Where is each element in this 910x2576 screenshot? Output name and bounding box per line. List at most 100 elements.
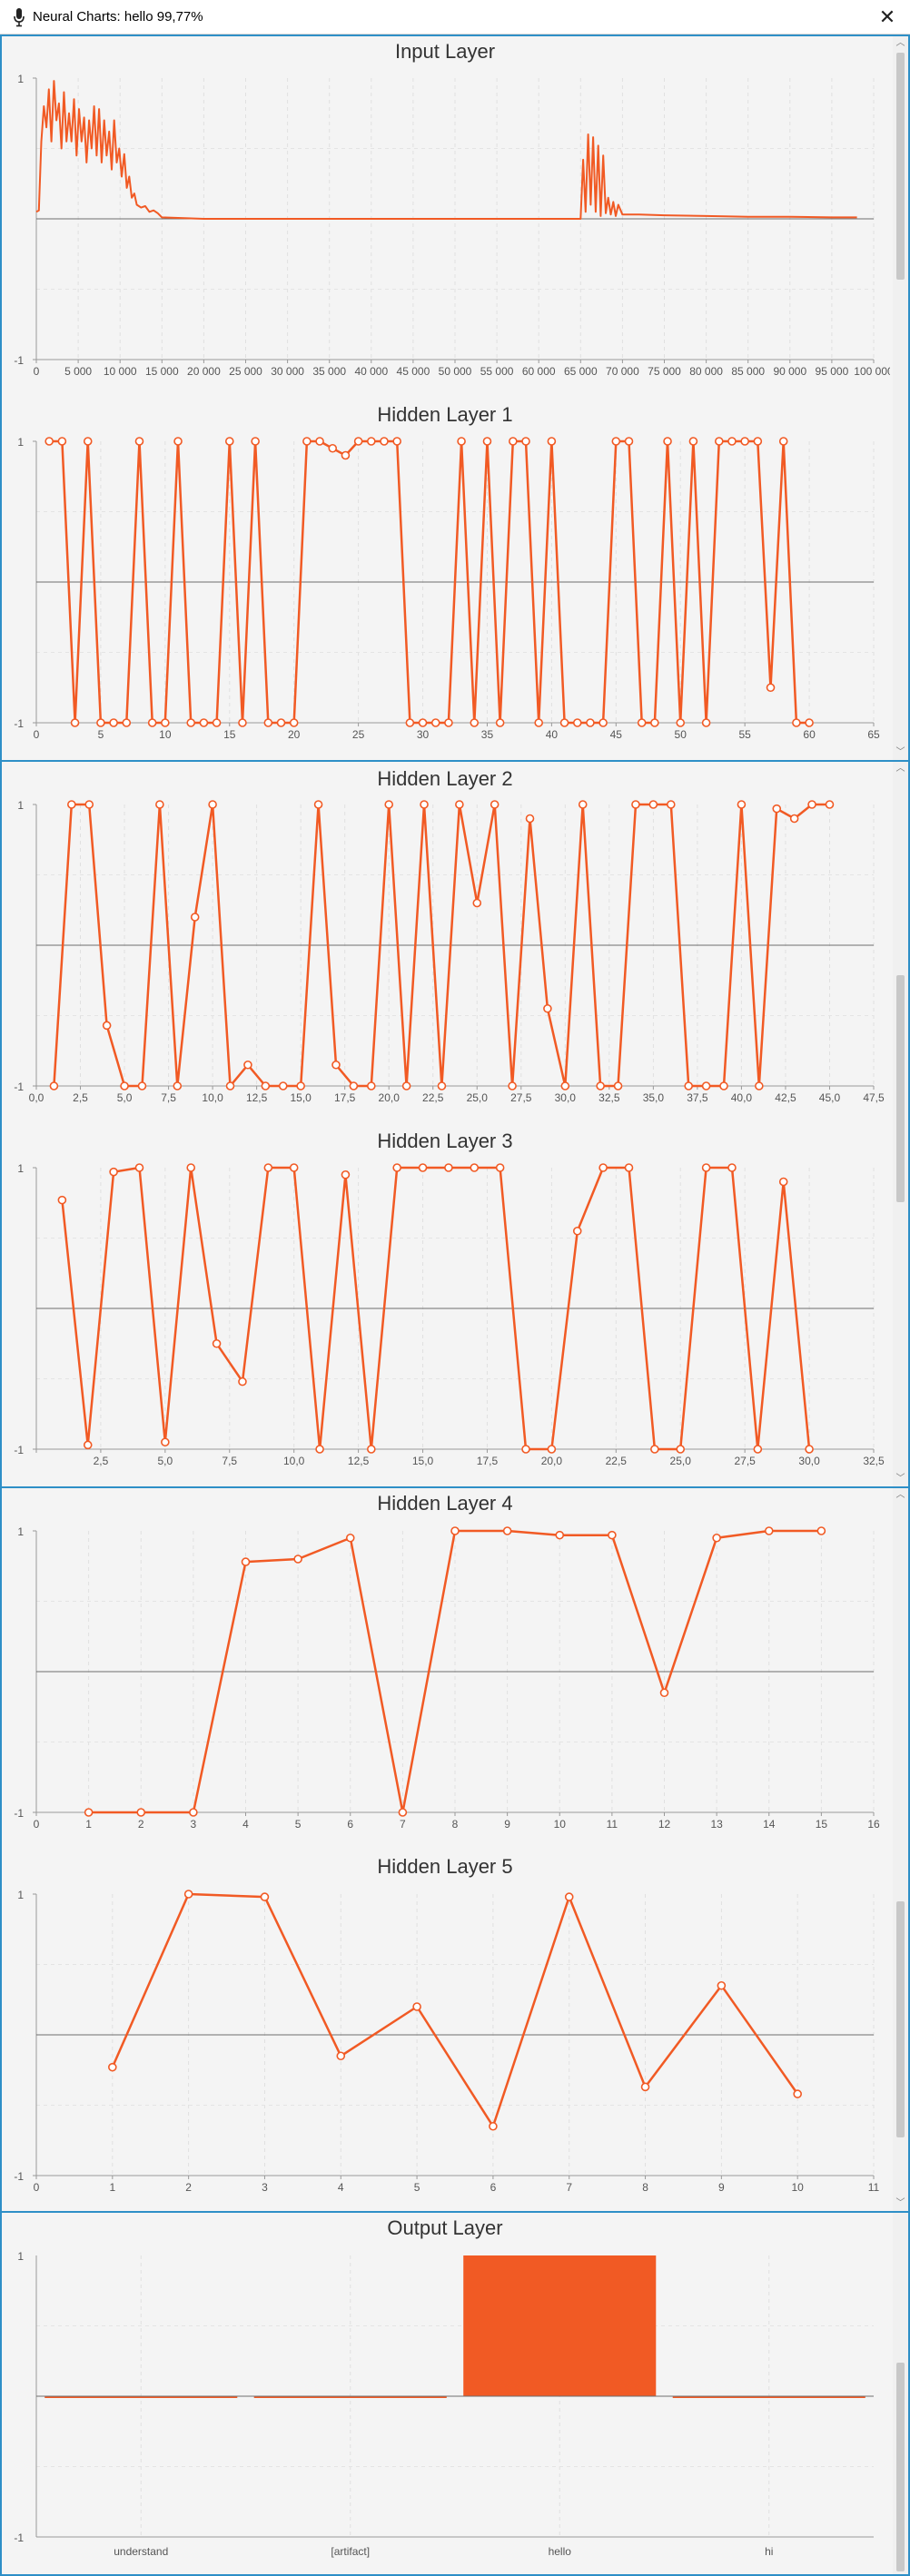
scrollbar-pane-4[interactable] [893,2213,908,2574]
data-point [608,1530,617,1540]
scrollbar-thumb[interactable] [896,53,905,280]
x-tick-label: 5,0 [158,1455,173,1467]
chart-title-hidden-layer-2: Hidden Layer 2 [377,767,513,790]
scrollbar-thumb[interactable] [896,1901,905,2137]
data-point [186,718,196,727]
x-tick-label: 10 [792,2181,805,2194]
x-tick-label: 15 [816,1818,828,1831]
scrollbar-thumb[interactable] [896,2363,905,2571]
x-tick-label: 5 [295,1818,302,1831]
data-point [263,718,273,727]
data-point [525,814,535,824]
data-point [328,443,338,453]
series-line [49,439,810,725]
scrollbar-pane-2[interactable]: ︿ ﹀ [893,762,908,1486]
x-tick-label: 22,5 [422,1091,444,1104]
x-tick-label: 7,5 [161,1091,176,1104]
data-point [418,1163,428,1172]
data-point [120,1081,129,1091]
x-tick-label: 25 000 [229,365,262,378]
x-tick-label: 10,0 [202,1091,223,1104]
scroll-down-icon[interactable]: ﹀ [895,2198,905,2208]
x-tick-label: 30,0 [555,1091,577,1104]
data-point [134,437,144,446]
close-button[interactable]: ✕ [867,3,907,32]
x-tick-label: 15,0 [412,1455,434,1467]
data-point [489,2121,498,2131]
x-tick-label: 1 [85,1818,92,1831]
series-line [111,1892,799,2128]
data-point [805,1445,814,1454]
category-label: understand [114,2545,168,2558]
data-point [684,1081,693,1091]
x-tick-label: 22,5 [606,1455,628,1467]
x-tick-label: 45 [610,728,623,741]
x-tick-label: 10,0 [283,1455,305,1467]
scroll-up-icon[interactable]: ︿ [895,38,905,48]
data-point [380,437,389,446]
data-point [122,718,132,727]
x-tick-label: 6 [347,1818,353,1831]
data-point [753,1445,763,1454]
data-point [251,437,260,446]
data-point [598,1163,608,1172]
x-tick-label: 16 [867,1818,880,1831]
data-point [430,718,440,727]
scroll-up-icon[interactable]: ︿ [895,1490,905,1500]
data-point [401,1081,411,1091]
layer-pane-1 [0,35,910,762]
data-point [392,1163,401,1172]
data-point [789,814,799,824]
data-point [805,718,814,727]
data-point [418,718,428,727]
x-tick-label: 7 [566,2181,572,2194]
x-tick-label: 15 [223,728,236,741]
chart-title-hidden-layer-1: Hidden Layer 1 [377,403,513,426]
x-tick-label: 100 000 [854,365,890,378]
hidden-layer-2-chart: 0,0 2,5 5,0 7,5 10,0 12,5 15,0 17,5 20,0 22,5 25,0… [14,799,885,1104]
data-point [289,718,299,727]
x-tick-label: 4 [338,2181,344,2194]
data-point [470,718,480,727]
y-tick-label: 1 [17,73,24,85]
data-point [147,718,157,727]
x-tick-label: 15 000 [145,365,179,378]
x-tick-label: 5 [414,2181,420,2194]
data-point [260,1892,270,1901]
data-point [543,1003,552,1013]
scroll-up-icon[interactable]: ︿ [895,764,905,774]
x-tick-label: 55 000 [480,365,514,378]
chart-title-hidden-layer-3: Hidden Layer 3 [377,1130,513,1152]
window-title: Neural Charts: hello 99,77% [33,9,203,25]
data-point [161,718,170,727]
data-point [825,800,835,809]
x-tick-label: 3 [262,2181,268,2194]
x-tick-label: 32,5 [863,1455,885,1467]
data-point [366,1081,376,1091]
x-tick-label: 8 [452,1818,459,1831]
data-point [444,1163,453,1172]
x-tick-label: 12 [658,1818,671,1831]
scroll-down-icon[interactable]: ﹀ [895,747,905,757]
scrollbar-pane-3[interactable]: ︿ ﹀ [893,1488,908,2211]
data-point [701,1081,711,1091]
x-tick-label: 37,5 [687,1091,708,1104]
data-point [384,800,394,809]
x-tick-label: 5 [98,728,104,741]
y-tick-label: 1 [17,1525,24,1538]
x-tick-label: 42,5 [775,1091,796,1104]
data-point [472,898,482,908]
x-tick-label: 20 [288,728,301,741]
scrollbar-pane-1[interactable]: ︿ ﹀ [893,36,908,760]
data-point [727,1163,737,1172]
data-point [392,437,401,446]
data-point [444,718,453,727]
data-point [108,2062,117,2072]
data-point [521,1445,530,1454]
x-tick-label: 2,5 [94,1455,109,1467]
data-point [190,913,200,922]
data-point [84,1808,94,1817]
scrollbar-thumb[interactable] [896,975,905,1202]
scroll-down-icon[interactable]: ﹀ [895,1474,905,1484]
data-point [238,1377,247,1387]
